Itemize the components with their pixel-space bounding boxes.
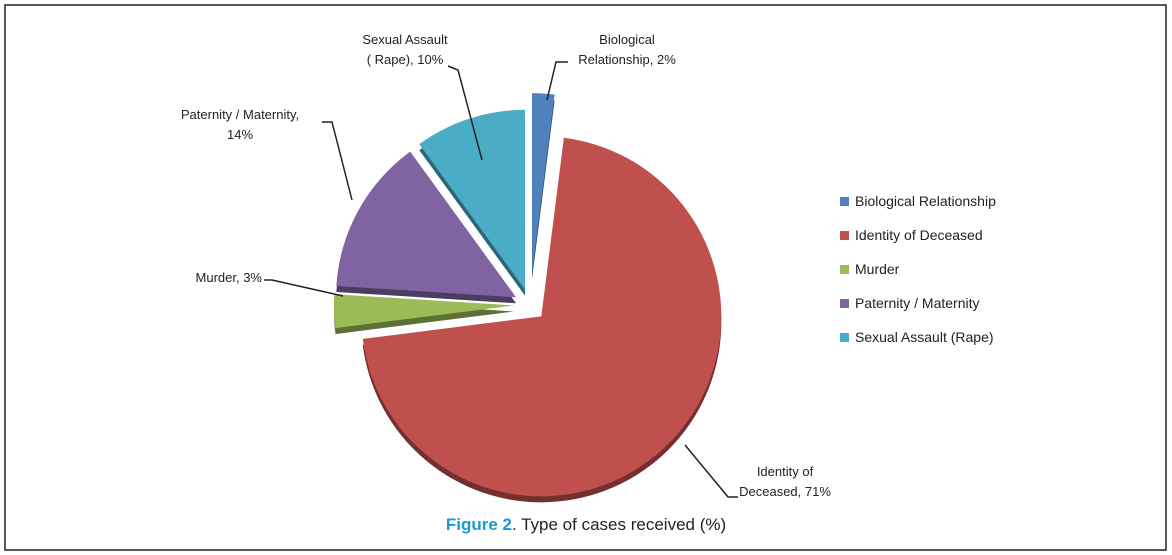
data-label: Identity of Deceased, 71%	[739, 464, 831, 499]
leader-line	[264, 279, 344, 297]
data-label: Paternity / Maternity, 14%	[180, 107, 300, 142]
legend-swatch	[840, 197, 849, 206]
leader-line	[546, 61, 568, 101]
data-label: Murder, 3%	[195, 270, 262, 285]
legend-swatch	[840, 333, 849, 342]
leader-line	[322, 121, 353, 201]
legend-label: Biological Relationship	[855, 193, 996, 209]
slice	[334, 294, 515, 329]
slice	[532, 93, 555, 274]
legend-swatch	[840, 265, 849, 274]
slice	[336, 151, 516, 298]
caption: Figure 2. Type of cases received (%)	[0, 515, 1172, 535]
caption-text: . Type of cases received (%)	[511, 515, 727, 534]
data-label: Biological Relationship, 2%	[578, 32, 676, 67]
leader-line	[447, 65, 483, 161]
legend-swatch	[840, 231, 849, 240]
legend-label: Murder	[855, 261, 900, 277]
frame	[4, 4, 1167, 551]
pie	[334, 93, 722, 503]
legend-label: Identity of Deceased	[855, 227, 983, 243]
leader-lines	[264, 61, 738, 498]
slice	[419, 109, 526, 290]
slice	[362, 137, 722, 497]
leader-line	[684, 444, 738, 498]
caption-label: Figure 2	[445, 515, 512, 534]
data-label: Sexual Assault ( Rape), 10%	[362, 32, 448, 67]
legend-label: Paternity / Maternity	[855, 295, 980, 311]
legend-swatch	[840, 299, 849, 308]
legend-label: Sexual Assault (Rape)	[855, 329, 994, 345]
